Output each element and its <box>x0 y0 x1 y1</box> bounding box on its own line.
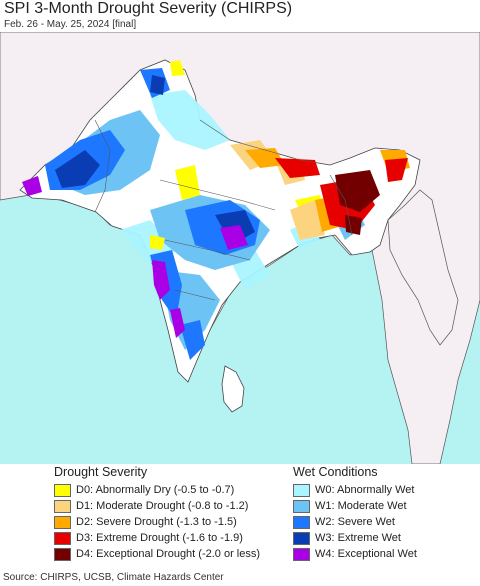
legend-swatch-w1 <box>293 499 310 513</box>
legend-label-d3: D3: Extreme Drought (-1.6 to -1.9) <box>76 532 243 544</box>
legend-item-d0: D0: Abnormally Dry (-0.5 to -0.7) <box>54 482 234 498</box>
drought-map <box>0 32 480 464</box>
legend-item-d2: D2: Severe Drought (-1.3 to -1.5) <box>54 514 237 530</box>
w4-areas <box>22 176 248 338</box>
legend-swatch-d1 <box>54 499 71 513</box>
drought-legend-title: Drought Severity <box>54 465 148 479</box>
legend-swatch-d2 <box>54 515 71 529</box>
legend-label-w1: W1: Moderate Wet <box>315 500 407 512</box>
legend-item-w0: W0: Abnormally Wet <box>293 482 414 498</box>
legend-swatch-d3 <box>54 531 71 545</box>
legend-item-d4: D4: Exceptional Drought (-2.0 or less) <box>54 546 260 562</box>
legend-label-d1: D1: Moderate Drought (-0.8 to -1.2) <box>76 500 249 512</box>
legend-label-w2: W2: Severe Wet <box>315 516 395 528</box>
legend-label-d4: D4: Exceptional Drought (-2.0 or less) <box>76 548 261 560</box>
wet-legend-title: Wet Conditions <box>293 465 378 479</box>
legend-swatch-d0 <box>54 483 71 497</box>
legend-swatch-w0 <box>293 483 310 497</box>
legend-swatch-w3 <box>293 531 310 545</box>
legend-swatch-w2 <box>293 515 310 529</box>
legend-item-w2: W2: Severe Wet <box>293 514 395 530</box>
legend-item-w4: W4: Exceptional Wet <box>293 546 417 562</box>
legend-item-d3: D3: Extreme Drought (-1.6 to -1.9) <box>54 530 243 546</box>
legend-label-w3: W3: Extreme Wet <box>315 532 401 544</box>
legend-item-w3: W3: Extreme Wet <box>293 530 401 546</box>
date-range: Feb. 26 - May. 25, 2024 [final] <box>4 19 137 30</box>
sri-lanka <box>221 365 245 413</box>
legend-label-d2: D2: Severe Drought (-1.3 to -1.5) <box>76 516 237 528</box>
legend-item-d1: D1: Moderate Drought (-0.8 to -1.2) <box>54 498 248 514</box>
borders <box>94 119 353 301</box>
page-title: SPI 3-Month Drought Severity (CHIRPS) <box>4 0 293 17</box>
legend-label-w4: W4: Exceptional Wet <box>315 548 417 560</box>
legend-swatch-w4 <box>293 547 310 561</box>
legend-item-w1: W1: Moderate Wet <box>293 498 407 514</box>
legend-label-d0: D0: Abnormally Dry (-0.5 to -0.7) <box>76 484 235 496</box>
source-credit: Source: CHIRPS, UCSB, Climate Hazards Ce… <box>3 572 224 583</box>
legend-swatch-d4 <box>54 547 71 561</box>
myanmar <box>387 189 459 346</box>
legend-label-w0: W0: Abnormally Wet <box>315 484 415 496</box>
